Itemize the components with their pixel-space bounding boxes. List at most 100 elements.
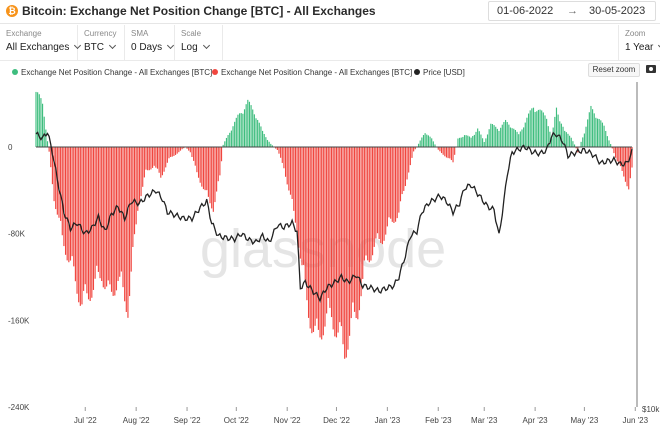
net-position-bar — [454, 147, 456, 155]
x-tick-label: Mar '23 — [471, 416, 498, 425]
reset-zoom-button[interactable]: Reset zoom — [588, 63, 640, 77]
bitcoin-logo-icon: ₿ — [6, 5, 18, 17]
net-position-bar — [349, 147, 351, 336]
net-position-bar — [321, 147, 323, 340]
net-position-bar — [253, 114, 255, 147]
net-position-bar — [229, 132, 231, 147]
net-position-bar — [104, 147, 106, 290]
net-position-bar — [280, 147, 282, 158]
net-position-bar — [38, 94, 40, 147]
net-position-bar — [567, 133, 569, 147]
net-position-bar — [120, 147, 122, 272]
net-position-bar — [286, 147, 288, 185]
net-position-bar — [329, 147, 331, 308]
net-position-bar — [477, 128, 479, 147]
net-position-bar — [381, 147, 384, 245]
net-position-bar — [460, 137, 462, 147]
zoom-label: Zoom — [625, 29, 646, 38]
net-position-bar — [414, 147, 416, 150]
net-position-bar — [260, 126, 262, 147]
sma-select[interactable]: SMA 0 Days — [125, 25, 175, 61]
currency-select[interactable]: Currency BTC — [78, 25, 125, 61]
net-position-bar — [440, 147, 443, 154]
net-position-bar — [419, 140, 421, 147]
net-position-bar — [357, 147, 359, 320]
net-position-bar — [580, 141, 582, 147]
chevron-down-icon — [108, 41, 117, 50]
x-tick-label: May '23 — [571, 416, 599, 425]
net-position-bar — [258, 122, 260, 147]
net-position-bar — [541, 110, 543, 147]
net-position-bar — [74, 147, 76, 282]
controls-bar: Exchange All Exchanges Currency BTC SMA … — [0, 25, 660, 61]
zoom-value[interactable]: 1 Year — [625, 41, 660, 53]
net-position-bar — [107, 147, 109, 281]
legend-price[interactable]: Price [USD] — [414, 68, 465, 77]
net-position-bar — [459, 137, 461, 147]
net-position-bar — [501, 124, 503, 147]
net-position-bar — [71, 147, 73, 257]
net-position-bar — [81, 147, 83, 305]
sma-value[interactable]: 0 Days — [131, 41, 175, 53]
net-position-bar — [83, 147, 85, 291]
net-position-bar — [58, 147, 60, 218]
currency-value[interactable]: BTC — [84, 41, 124, 53]
date-from[interactable]: 01-06-2022 — [497, 5, 554, 17]
net-position-bar — [224, 141, 226, 147]
net-position-bar — [480, 134, 482, 147]
legend-negative[interactable]: Exchange Net Position Change - All Excha… — [212, 68, 412, 77]
net-position-bar — [142, 147, 144, 187]
date-range-picker[interactable]: 01-06-2022 → 30-05-2023 — [488, 1, 656, 21]
net-position-bar — [270, 143, 272, 147]
x-tick-label: Jun '23 — [623, 416, 649, 425]
net-position-bar — [413, 147, 415, 152]
net-position-bar — [237, 114, 239, 147]
net-position-bar — [422, 135, 425, 147]
net-position-bar — [562, 126, 564, 147]
net-position-bar — [486, 134, 489, 147]
net-position-bar — [330, 147, 333, 318]
net-position-bar — [289, 147, 292, 195]
net-position-bar — [316, 147, 318, 319]
net-position-bar — [214, 147, 216, 203]
net-position-bar — [526, 117, 528, 147]
exchange-value[interactable]: All Exchanges — [6, 41, 82, 53]
net-position-bar — [606, 136, 608, 147]
net-position-bar — [99, 147, 101, 279]
scale-select[interactable]: Scale Log — [175, 25, 223, 61]
net-position-bar — [628, 147, 630, 190]
net-position-bar — [130, 147, 132, 272]
camera-icon[interactable] — [646, 65, 656, 73]
net-position-bar — [485, 138, 487, 147]
net-position-bar — [559, 121, 561, 147]
net-position-bar — [513, 128, 515, 147]
net-position-bar — [112, 147, 114, 296]
net-position-bar — [45, 129, 47, 147]
net-position-bar — [403, 147, 405, 191]
net-position-bar — [437, 147, 439, 150]
legend-positive[interactable]: Exchange Net Position Change - All Excha… — [12, 68, 212, 77]
net-position-bar — [239, 113, 241, 147]
net-position-bar — [363, 147, 365, 261]
net-position-bar — [431, 138, 433, 147]
exchange-select[interactable]: Exchange All Exchanges — [0, 25, 82, 61]
net-position-bar — [138, 147, 141, 205]
net-position-bar — [475, 131, 477, 147]
net-position-bar — [307, 147, 310, 318]
x-tick-label: Jul '22 — [74, 416, 97, 425]
net-position-bar — [266, 140, 269, 147]
net-position-bar — [37, 92, 39, 147]
net-position-bar — [421, 137, 423, 147]
net-position-bar — [125, 147, 127, 312]
net-position-bar — [156, 147, 159, 169]
net-position-bar — [544, 115, 546, 147]
zoom-select[interactable]: Zoom 1 Year — [618, 25, 660, 61]
net-position-bar — [196, 147, 198, 173]
black-dot-icon — [414, 69, 420, 75]
net-position-bar — [240, 113, 242, 147]
net-position-bar — [227, 135, 229, 147]
date-to[interactable]: 30-05-2023 — [589, 5, 646, 17]
net-position-bar — [155, 147, 157, 168]
scale-value[interactable]: Log — [181, 41, 222, 53]
